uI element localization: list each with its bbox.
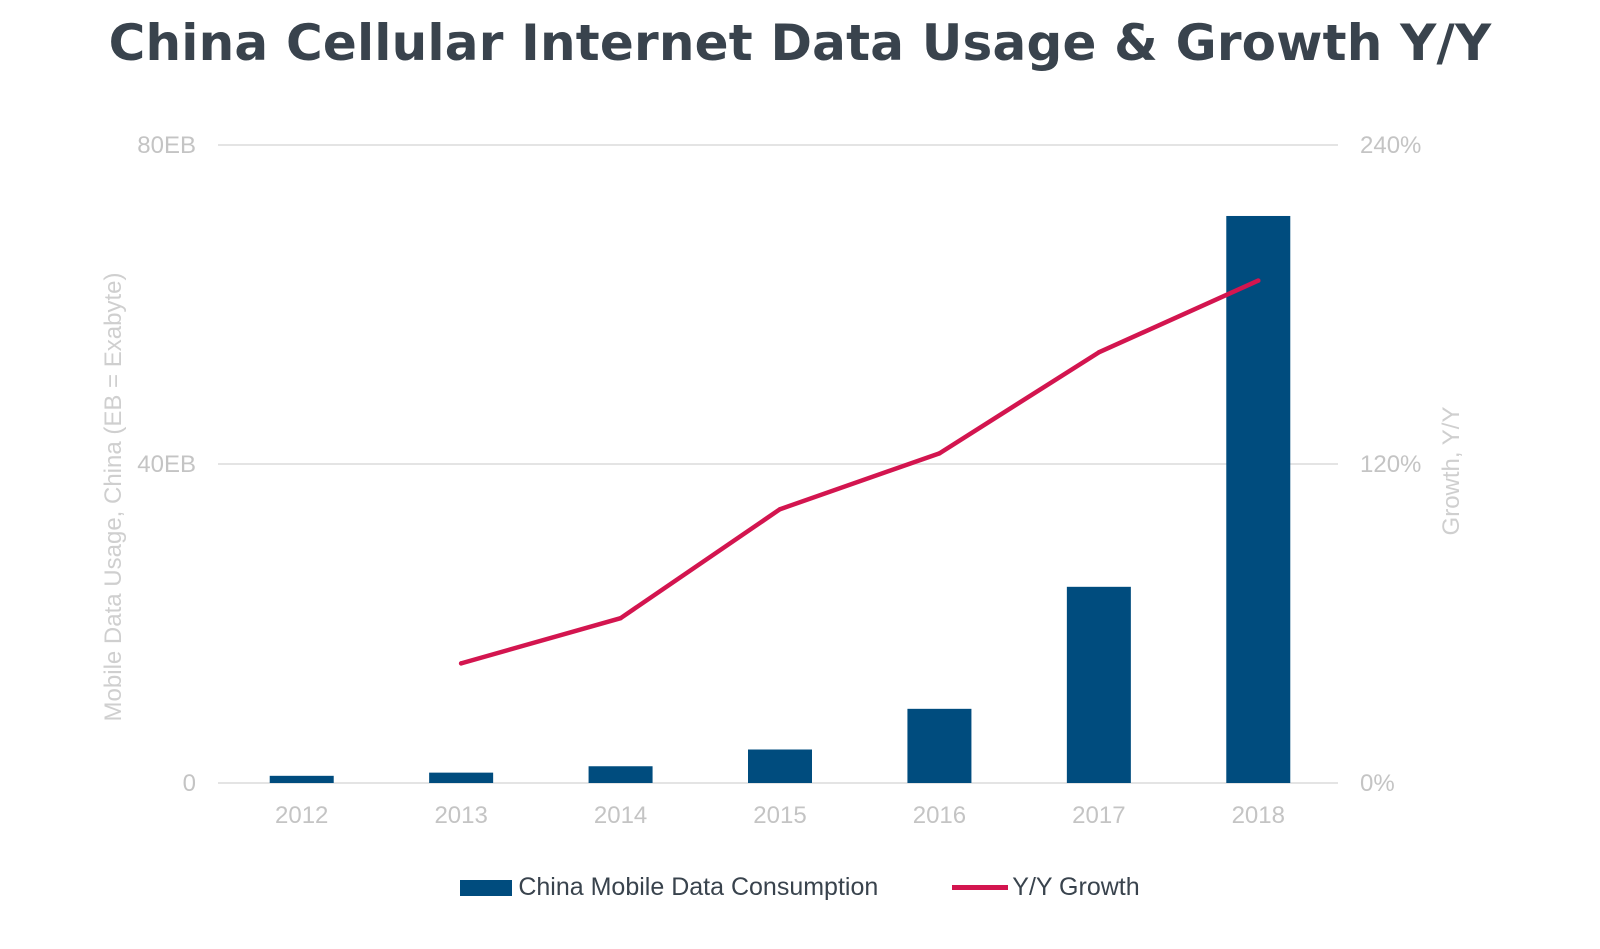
legend-label-yy-growth: Y/Y Growth bbox=[1012, 873, 1140, 901]
right-tick-label: 120% bbox=[1360, 451, 1421, 478]
legend-item-yy-growth[interactable]: Y/Y Growth bbox=[952, 873, 1140, 902]
legend-line-swatch bbox=[952, 885, 1009, 890]
bar-2017[interactable] bbox=[1066, 586, 1131, 783]
left-tick-label: 0 bbox=[183, 770, 196, 797]
bar-2013[interactable] bbox=[429, 772, 494, 783]
gridlines bbox=[218, 144, 1338, 784]
bar-2015[interactable] bbox=[748, 749, 812, 783]
growth-point-2015[interactable] bbox=[777, 506, 783, 512]
legend-item-data-consumption[interactable]: China Mobile Data Consumption bbox=[460, 873, 878, 902]
x-axis-ticks: 2012 2013 2014 2015 2016 2017 2018 bbox=[275, 802, 1285, 829]
chart-title: China Cellular Internet Data Usage & Gro… bbox=[108, 14, 1492, 72]
legend-bar-swatch bbox=[460, 879, 513, 896]
right-tick-label: 0% bbox=[1360, 770, 1395, 797]
right-axis-title: Growth, Y/Y bbox=[1438, 407, 1465, 536]
growth-point-2014[interactable] bbox=[618, 615, 623, 621]
left-axis-ticks: 0 40EB 80EB bbox=[137, 132, 196, 797]
x-tick-label: 2015 bbox=[753, 802, 806, 829]
x-tick-label: 2013 bbox=[434, 802, 487, 829]
legend-label-data-consumption: China Mobile Data Consumption bbox=[518, 873, 879, 901]
growth-point-2018[interactable] bbox=[1256, 278, 1261, 283]
bar-2016[interactable] bbox=[907, 708, 972, 783]
bar-2012[interactable] bbox=[269, 775, 334, 783]
growth-point-2017[interactable] bbox=[1096, 350, 1102, 355]
growth-point-2016[interactable] bbox=[937, 451, 942, 456]
left-tick-label: 80EB bbox=[137, 132, 196, 159]
growth-point-2013[interactable] bbox=[458, 661, 464, 666]
right-axis-ticks: 0% 120% 240% bbox=[1360, 132, 1421, 797]
x-tick-label: 2012 bbox=[275, 802, 328, 829]
left-tick-label: 40EB bbox=[137, 451, 196, 478]
right-tick-label: 240% bbox=[1360, 132, 1421, 159]
x-tick-label: 2018 bbox=[1232, 802, 1285, 829]
line-series bbox=[458, 278, 1261, 666]
bar-2018[interactable] bbox=[1226, 215, 1291, 784]
x-tick-label: 2016 bbox=[913, 802, 966, 829]
x-tick-label: 2014 bbox=[594, 802, 647, 829]
growth-line[interactable] bbox=[458, 278, 1261, 666]
bar-2014[interactable] bbox=[588, 766, 653, 783]
left-axis-title: Mobile Data Usage, China (EB = Exabyte) bbox=[100, 273, 127, 722]
bar-series bbox=[269, 215, 1291, 784]
legend: China Mobile Data Consumption Y/Y Growth bbox=[0, 873, 1600, 902]
x-tick-label: 2017 bbox=[1072, 802, 1125, 829]
